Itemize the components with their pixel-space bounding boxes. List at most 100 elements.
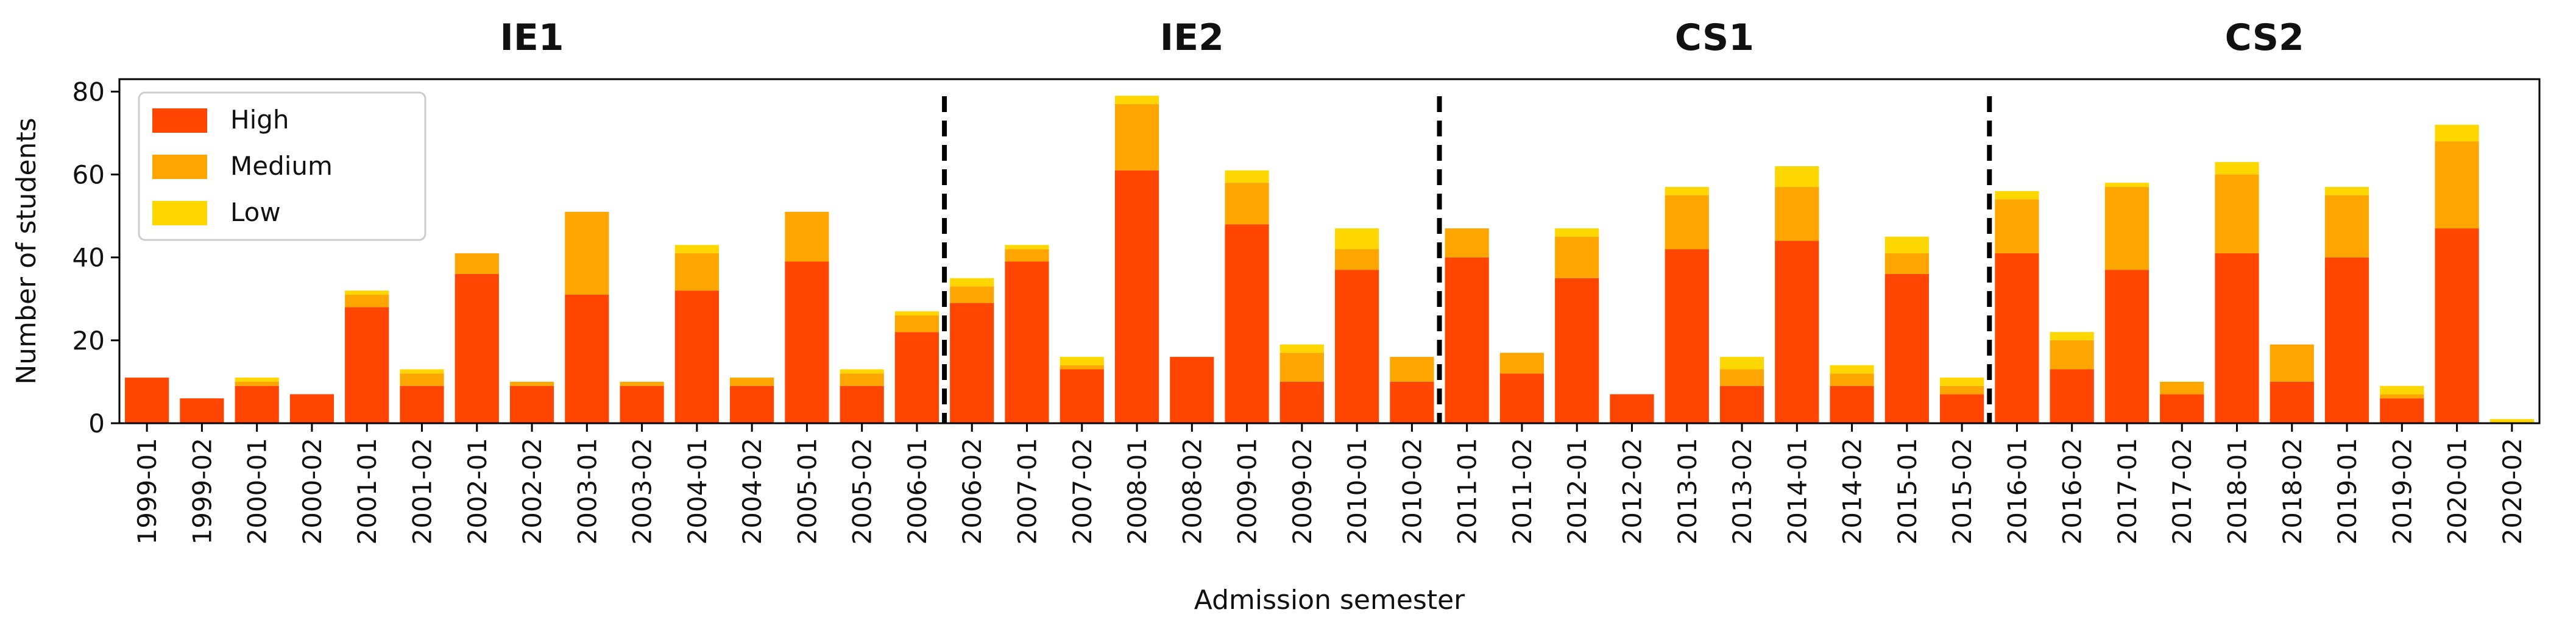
bars [125,96,2534,423]
x-tick-label: 2019-01 [2332,438,2362,545]
bar-low-2020-01 [2435,124,2479,142]
x-axis: 1999-01 1999-02 2000-01 2000-02 2001-01 2001-… [132,423,2527,545]
legend-swatch-low [152,201,207,225]
bar-medium-2015-01 [1884,253,1929,274]
bar-high-2000-01 [235,385,279,423]
x-tick-label: 2001-01 [352,438,382,545]
bar-medium-2019-01 [2324,195,2369,258]
bar-high-2011-01 [1445,257,1489,423]
bar-low-2001-01 [345,290,389,295]
x-tick-label: 2015-01 [1892,438,1922,545]
bar-low-2020-02 [2489,419,2534,423]
x-tick-label: 2012-02 [1618,438,1647,545]
bar-high-2004-01 [674,290,719,423]
bar-high-2015-01 [1884,273,1929,423]
group-label-ie1: IE1 [500,16,564,59]
bar-low-2009-02 [1279,344,1324,353]
x-tick-label: 2020-02 [2497,438,2527,545]
bar-medium-2017-01 [2104,186,2150,270]
y-axis: 0 20 40 60 80 [73,77,119,438]
bar-high-2008-01 [1114,170,1159,423]
bar-high-2012-01 [1555,278,1599,423]
x-tick-label: 1999-02 [187,438,217,545]
x-tick-label: 2016-01 [2002,438,2032,545]
x-tick-label: 2018-02 [2277,438,2307,545]
bar-high-2017-02 [2160,394,2204,423]
x-tick-label: 2006-01 [902,438,932,545]
legend: High Medium Low [138,91,426,241]
bar-medium-2019-02 [2380,394,2424,399]
bar-high-2009-01 [1225,224,1269,423]
x-tick-label: 2014-01 [1782,438,1812,545]
bar-medium-2011-02 [1499,353,1545,374]
x-tick-label: 2010-02 [1397,438,1427,545]
y-tick-label: 80 [73,77,105,107]
y-tick-label: 20 [73,326,105,356]
bar-medium-2010-01 [1335,249,1379,270]
x-tick-label: 2017-01 [2112,438,2142,545]
bar-medium-2007-01 [1005,249,1049,262]
bar-high-2010-01 [1335,270,1379,423]
bar-high-2005-02 [840,385,884,423]
bar-low-2018-01 [2215,162,2259,175]
bar-low-2010-01 [1335,228,1379,250]
bar-medium-2011-01 [1445,228,1489,258]
bar-medium-2003-01 [565,211,609,295]
x-tick-label: 2014-02 [1838,438,1867,545]
x-tick-label: 2000-02 [297,438,327,545]
bar-low-2015-02 [1940,378,1984,386]
bar-high-2000-02 [289,394,334,423]
bar-high-2014-01 [1775,241,1819,423]
x-tick-label: 2008-02 [1177,438,1207,545]
legend-swatch-high [152,108,207,133]
bar-medium-2016-02 [2050,340,2094,370]
x-tick-label: 2018-01 [2223,438,2252,545]
bar-high-2002-02 [509,385,554,423]
bar-high-2013-01 [1665,249,1709,423]
x-tick-label: 2003-01 [572,438,602,545]
x-tick-label: 2007-01 [1013,438,1042,545]
bar-medium-2004-01 [674,253,719,291]
bar-medium-2002-02 [509,381,554,386]
bar-low-2019-02 [2380,385,2424,395]
bar-high-2007-02 [1060,369,1104,423]
x-tick-label: 2012-01 [1562,438,1592,545]
bar-medium-2004-02 [730,378,774,386]
bar-medium-2017-02 [2160,381,2204,395]
bar-low-2007-02 [1060,357,1104,365]
x-tick-label: 2017-02 [2167,438,2197,545]
bar-high-2018-02 [2270,381,2314,423]
x-tick-label: 2002-02 [517,438,547,545]
bar-medium-2007-02 [1060,365,1104,370]
x-tick-label: 2005-01 [792,438,822,545]
bar-high-2004-02 [730,385,774,423]
bar-medium-2009-02 [1279,353,1324,382]
bar-medium-2010-02 [1390,357,1434,382]
x-tick-label: 2016-02 [2058,438,2087,545]
bar-high-2010-02 [1390,381,1434,423]
bar-high-2015-02 [1940,394,1984,423]
x-tick-label: 2009-01 [1233,438,1262,545]
bar-medium-2001-02 [400,373,444,386]
bar-low-2014-02 [1830,365,1874,374]
bar-low-2007-01 [1005,245,1049,250]
bar-medium-2002-01 [455,253,499,274]
bar-high-2016-02 [2050,369,2094,423]
legend-label-high: High [230,105,289,135]
plot-frame [118,78,2541,424]
bar-medium-2018-01 [2215,174,2259,253]
legend-label-low: Low [230,197,281,227]
x-tick-label: 2013-01 [1672,438,1702,545]
bar-high-2019-01 [2324,257,2369,423]
x-tick-label: 2010-01 [1342,438,1372,545]
x-tick-label: 2004-02 [737,438,767,545]
bar-low-2015-01 [1884,236,1929,253]
x-tick-label: 2003-02 [628,438,657,545]
x-tick-label: 2013-02 [1727,438,1757,545]
bar-medium-2020-01 [2435,141,2479,229]
bar-medium-2009-01 [1225,183,1269,225]
bar-medium-2008-01 [1114,104,1159,171]
bar-medium-2013-01 [1665,195,1709,250]
group-dividers [942,96,1992,423]
